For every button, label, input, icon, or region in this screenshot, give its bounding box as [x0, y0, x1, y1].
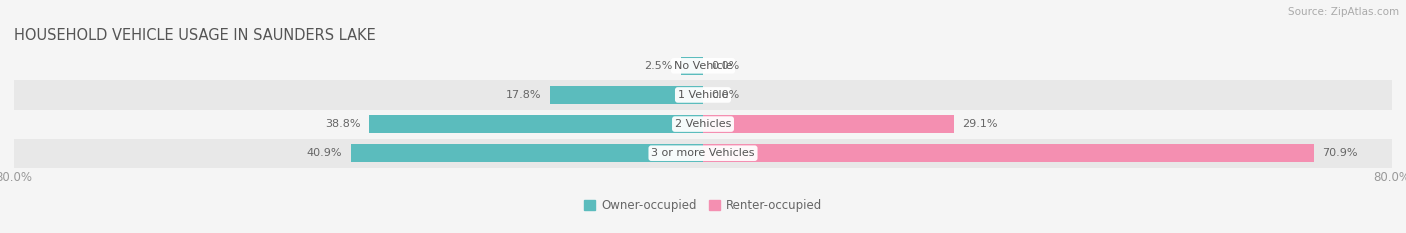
Text: 0.0%: 0.0% — [711, 61, 740, 71]
Legend: Owner-occupied, Renter-occupied: Owner-occupied, Renter-occupied — [579, 195, 827, 217]
Text: 2.5%: 2.5% — [644, 61, 673, 71]
Text: 17.8%: 17.8% — [506, 90, 541, 100]
Text: No Vehicle: No Vehicle — [673, 61, 733, 71]
Text: 2 Vehicles: 2 Vehicles — [675, 119, 731, 129]
Bar — [550, 86, 703, 104]
Text: 38.8%: 38.8% — [325, 119, 360, 129]
Text: HOUSEHOLD VEHICLE USAGE IN SAUNDERS LAKE: HOUSEHOLD VEHICLE USAGE IN SAUNDERS LAKE — [14, 28, 375, 43]
Text: 29.1%: 29.1% — [962, 119, 998, 129]
Bar — [14, 110, 1392, 139]
Text: Source: ZipAtlas.com: Source: ZipAtlas.com — [1288, 7, 1399, 17]
Bar — [350, 144, 703, 162]
Bar — [14, 139, 1392, 168]
Bar — [703, 115, 953, 133]
Bar — [682, 57, 703, 75]
Text: 3 or more Vehicles: 3 or more Vehicles — [651, 148, 755, 158]
Text: 40.9%: 40.9% — [307, 148, 342, 158]
Text: 0.0%: 0.0% — [711, 90, 740, 100]
Text: 70.9%: 70.9% — [1322, 148, 1358, 158]
Bar — [703, 144, 1313, 162]
Bar — [14, 80, 1392, 110]
Text: 1 Vehicle: 1 Vehicle — [678, 90, 728, 100]
Bar — [14, 51, 1392, 80]
Bar — [368, 115, 703, 133]
